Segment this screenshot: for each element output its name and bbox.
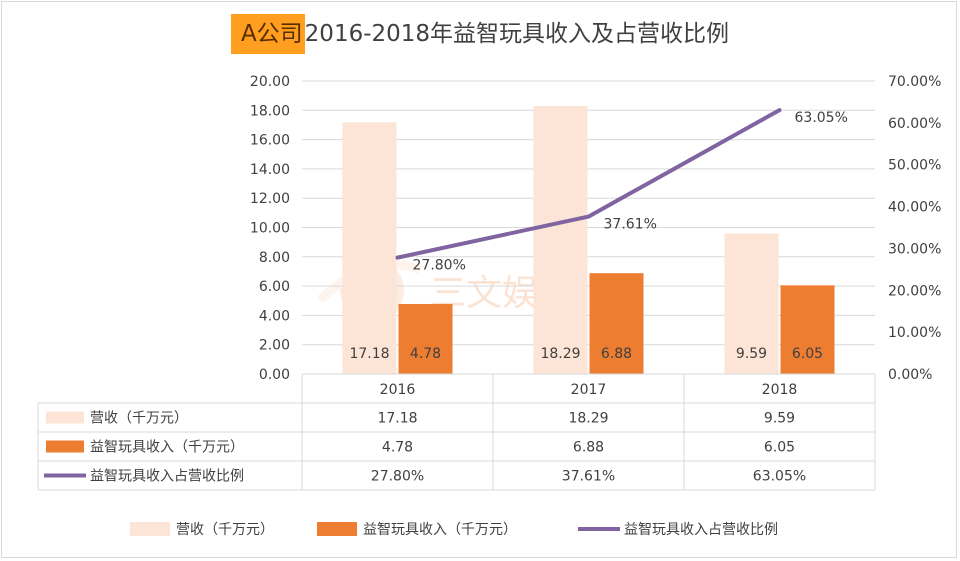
table-cell: 27.80% bbox=[371, 469, 424, 485]
legend-toy-income-label: 益智玩具收入（千万元） bbox=[363, 522, 517, 538]
ratio-line bbox=[395, 108, 782, 260]
legend-key-toy-income bbox=[46, 440, 84, 453]
bar-labels: 17.18 4.78 18.29 6.88 9.59 6.05 bbox=[349, 346, 823, 362]
y-tick-label: 8.00 bbox=[259, 250, 290, 266]
table-row-label: 益智玩具收入（千万元） bbox=[90, 440, 244, 456]
gridlines bbox=[302, 80, 875, 346]
table-cell: 4.78 bbox=[382, 440, 413, 456]
legend-key-revenue bbox=[46, 411, 84, 424]
y-tick-label: 10.00 bbox=[250, 221, 290, 237]
y2-tick-label: 0.00% bbox=[888, 367, 932, 383]
table-cell: 17.18 bbox=[377, 411, 417, 427]
y-tick-label: 6.00 bbox=[259, 279, 290, 295]
toy-income-bar-label: 6.05 bbox=[792, 346, 823, 362]
data-table: 2016 2017 2018 营收（千万元） 17.18 18.29 9.59 益智玩具收入（… bbox=[37, 373, 876, 491]
ratio-line-path bbox=[397, 108, 781, 260]
bars bbox=[342, 106, 835, 374]
legend: 营收（千万元） 益智玩具收入（千万元） 益智玩具收入占营收比例 bbox=[130, 522, 778, 538]
table-cell: 63.05% bbox=[753, 469, 806, 485]
y-axis-left: 0.00 2.00 4.00 6.00 8.00 10.00 12.00 14.00 16.00… bbox=[250, 74, 290, 383]
y2-tick-label: 70.00% bbox=[888, 74, 941, 90]
y-tick-label: 18.00 bbox=[250, 103, 290, 119]
y-tick-label: 0.00 bbox=[259, 367, 290, 383]
chart-title: A公司2016-2018年益智玩具收入及占营收比例 bbox=[0, 14, 960, 54]
legend-ratio-label: 益智玩具收入占营收比例 bbox=[624, 522, 778, 538]
y2-tick-label: 30.00% bbox=[888, 241, 941, 257]
table-year-header: 2017 bbox=[571, 382, 607, 398]
table-year-header: 2018 bbox=[762, 382, 798, 398]
legend-toy-income-swatch bbox=[317, 522, 357, 536]
revenue-bar bbox=[724, 233, 779, 374]
table-row-label: 营收（千万元） bbox=[90, 411, 188, 427]
y-tick-label: 2.00 bbox=[259, 338, 290, 354]
legend-revenue-label: 营收（千万元） bbox=[176, 522, 274, 538]
ratio-label: 27.80% bbox=[413, 258, 466, 274]
title-company: A公司 bbox=[230, 14, 305, 54]
y-axis-right: 0.00% 10.00% 20.00% 30.00% 40.00% 50.00% 60.00… bbox=[888, 74, 941, 383]
table-cell: 37.61% bbox=[562, 469, 615, 485]
toy-income-bar bbox=[780, 285, 835, 374]
y-tick-label: 14.00 bbox=[250, 162, 290, 178]
y2-tick-label: 40.00% bbox=[888, 200, 941, 216]
y-tick-label: 16.00 bbox=[250, 133, 290, 149]
y2-tick-label: 60.00% bbox=[888, 116, 941, 132]
y2-tick-label: 50.00% bbox=[888, 158, 941, 174]
revenue-bar-label: 9.59 bbox=[736, 346, 767, 362]
ratio-labels: 27.80% 37.61% 63.05% bbox=[413, 110, 848, 274]
y-tick-label: 12.00 bbox=[250, 191, 290, 207]
y-tick-label: 20.00 bbox=[250, 74, 290, 90]
revenue-bar bbox=[342, 122, 397, 374]
revenue-bar-label: 17.18 bbox=[349, 346, 389, 362]
ratio-point bbox=[777, 108, 782, 113]
toy-income-bar bbox=[398, 303, 453, 374]
y-tick-label: 4.00 bbox=[259, 308, 290, 324]
revenue-bar bbox=[533, 106, 588, 374]
legend-revenue-swatch bbox=[130, 522, 170, 536]
toy-income-bar-label: 4.78 bbox=[410, 346, 441, 362]
ratio-point bbox=[395, 255, 400, 260]
table-year-header: 2016 bbox=[380, 382, 416, 398]
table-cell: 18.29 bbox=[568, 411, 608, 427]
ratio-label: 63.05% bbox=[795, 110, 848, 126]
revenue-bar-label: 18.29 bbox=[540, 346, 580, 362]
table-cell: 9.59 bbox=[764, 411, 795, 427]
y2-tick-label: 10.00% bbox=[888, 325, 941, 341]
toy-income-bar bbox=[589, 273, 644, 374]
table-row-label: 益智玩具收入占营收比例 bbox=[90, 469, 244, 485]
ratio-label: 37.61% bbox=[604, 217, 657, 233]
title-text: 2016-2018年益智玩具收入及占营收比例 bbox=[304, 21, 730, 47]
table-cell: 6.05 bbox=[764, 440, 795, 456]
y2-tick-label: 20.00% bbox=[888, 283, 941, 299]
ratio-point bbox=[586, 214, 591, 219]
table-cell: 6.88 bbox=[573, 440, 604, 456]
toy-income-bar-label: 6.88 bbox=[601, 346, 632, 362]
